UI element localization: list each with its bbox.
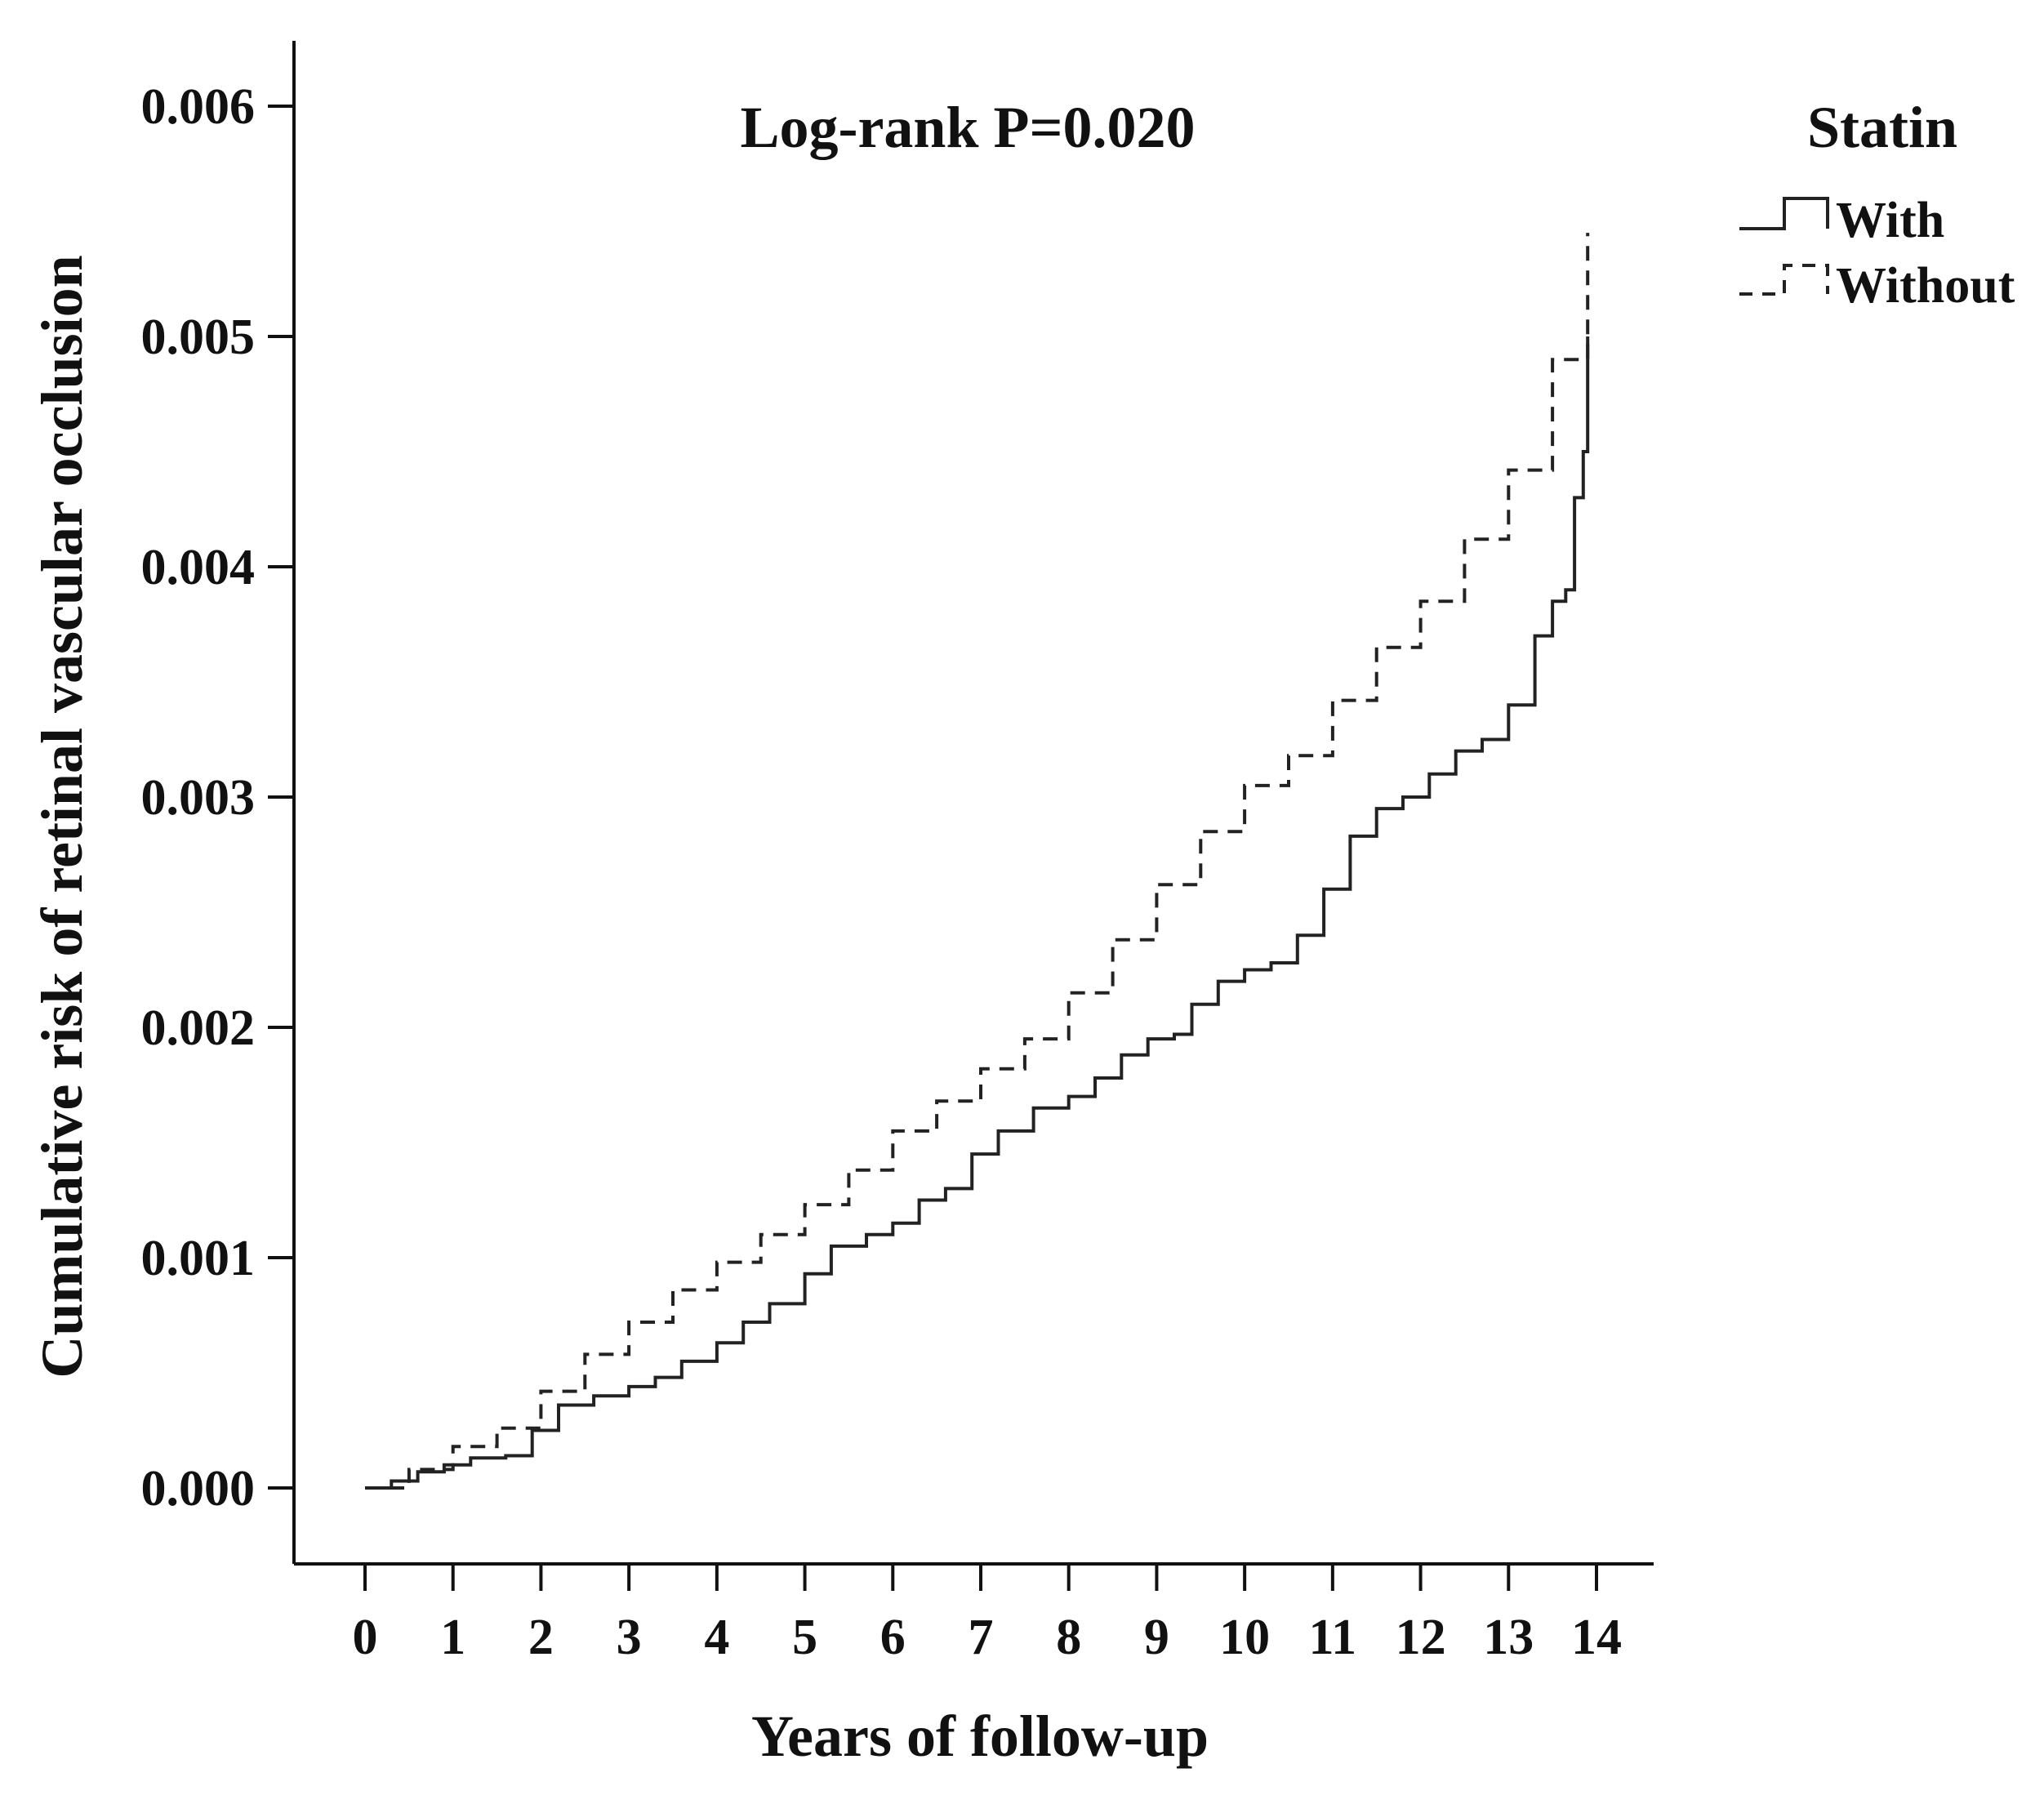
x-tick-label: 3 (617, 1610, 642, 1665)
legend-title: Statin (1807, 95, 1957, 160)
x-tick-label: 14 (1571, 1610, 1622, 1665)
y-tick-label: 0.004 (141, 540, 256, 595)
y-tick-label: 0.003 (141, 770, 256, 826)
y-ticks: 0.000 0.001 0.002 0.003 0.004 0.005 0.006 (141, 79, 294, 1517)
x-tick-label: 9 (1144, 1610, 1169, 1665)
x-tick-label: 8 (1056, 1610, 1081, 1665)
y-tick-label: 0.001 (141, 1231, 256, 1286)
y-tick-label: 0.002 (141, 1000, 256, 1056)
y-axis-title: Cumulative risk of retinal vascular occl… (29, 255, 95, 1378)
x-tick-label: 0 (353, 1610, 378, 1665)
series-line-without (365, 233, 1590, 1490)
series-layer (365, 233, 1590, 1490)
x-tick-label: 2 (528, 1610, 554, 1665)
series-line-with (365, 336, 1590, 1490)
y-tick-label: 0.006 (141, 79, 256, 135)
x-tick-label: 4 (704, 1610, 729, 1665)
legend-swatch-with (1739, 197, 1829, 230)
logrank-annotation: Log-rank P=0.020 (740, 95, 1195, 160)
x-tick-label: 12 (1396, 1610, 1446, 1665)
x-tick-label: 5 (792, 1610, 817, 1665)
x-ticks: 0 1 2 3 4 5 6 7 8 9 10 11 12 13 14 (353, 1564, 1622, 1665)
x-tick-label: 13 (1483, 1610, 1534, 1665)
x-tick-label: 11 (1309, 1610, 1357, 1665)
x-tick-label: 7 (969, 1610, 994, 1665)
x-tick-label: 6 (880, 1610, 906, 1665)
y-tick-label: 0.000 (141, 1461, 256, 1517)
legend-label-with: With (1836, 193, 1944, 248)
legend-swatch-without (1739, 264, 1829, 296)
x-tick-label: 10 (1219, 1610, 1270, 1665)
y-tick-label: 0.005 (141, 310, 256, 365)
x-tick-label: 1 (440, 1610, 465, 1665)
x-axis-title: Years of follow-up (751, 1704, 1209, 1769)
legend: Statin With Without (1739, 95, 2015, 314)
legend-label-without: Without (1836, 258, 2015, 314)
